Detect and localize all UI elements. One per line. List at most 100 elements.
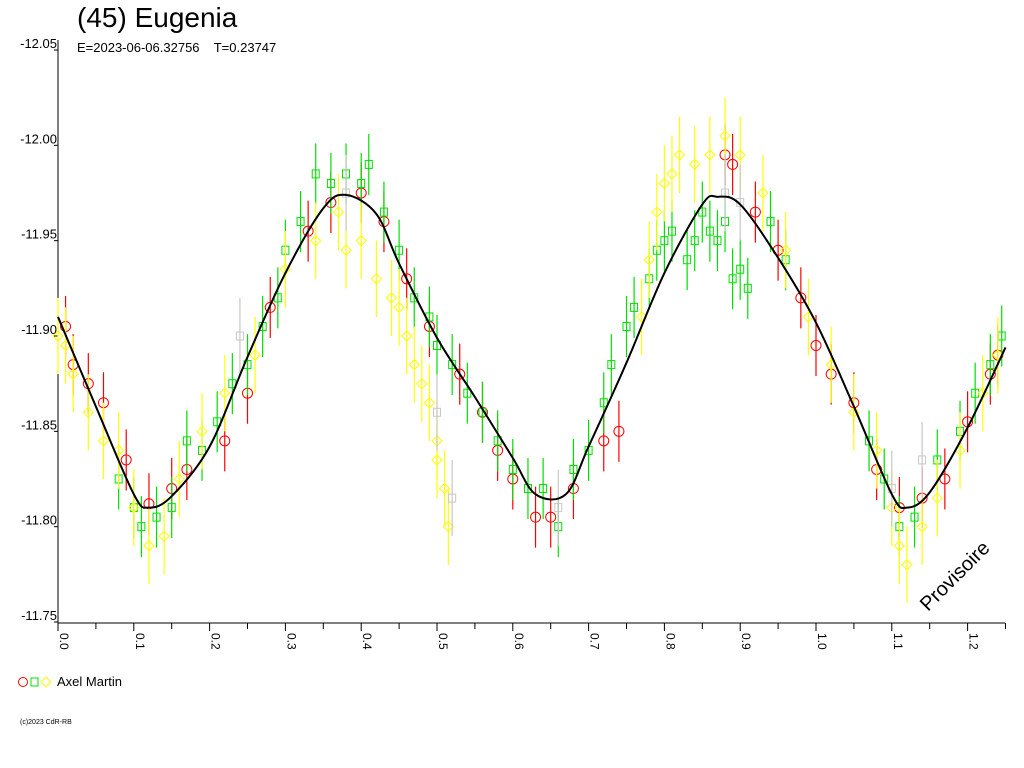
data-point-diamond bbox=[173, 473, 185, 485]
data-point-circle bbox=[454, 368, 466, 380]
x-tick-label: 0.4 bbox=[360, 633, 374, 650]
data-point-diamond bbox=[393, 301, 405, 314]
data-point-diamond bbox=[893, 540, 906, 552]
data-point-circle bbox=[795, 292, 807, 304]
y-tick-label: -11.85 bbox=[21, 417, 57, 432]
data-point-square bbox=[508, 464, 517, 474]
data-point-diamond bbox=[658, 177, 671, 190]
data-point-square bbox=[683, 255, 692, 265]
data-point-square bbox=[182, 436, 191, 446]
series-4 bbox=[235, 154, 927, 546]
data-point-circle bbox=[401, 273, 413, 285]
y-tick-label: -11.75 bbox=[21, 608, 57, 623]
data-point-square bbox=[539, 484, 548, 494]
x-tick-label: 0.0 bbox=[57, 633, 71, 650]
data-point-diamond bbox=[870, 444, 883, 457]
data-point-diamond bbox=[400, 330, 413, 342]
data-point-square bbox=[167, 503, 176, 513]
data-point-square bbox=[728, 274, 737, 284]
data-point-circle bbox=[302, 225, 314, 237]
x-tick-label: 1.0 bbox=[815, 633, 829, 650]
data-point-diamond bbox=[370, 273, 383, 285]
data-point-square bbox=[705, 226, 714, 236]
data-point-circle bbox=[810, 340, 822, 352]
data-point-diamond bbox=[643, 254, 655, 266]
x-tick-label: 0.1 bbox=[133, 633, 147, 650]
data-point-diamond bbox=[408, 358, 420, 371]
y-tick-label: -11.90 bbox=[21, 322, 57, 337]
legend: Axel Martin bbox=[18, 674, 122, 689]
data-point-square bbox=[910, 512, 919, 522]
data-point-square bbox=[448, 493, 457, 503]
y-tick-label: -11.95 bbox=[21, 227, 57, 242]
x-tick-label: 0.3 bbox=[284, 633, 298, 650]
data-point-diamond bbox=[196, 425, 208, 438]
data-point-diamond bbox=[651, 206, 663, 218]
data-point-square bbox=[311, 169, 320, 179]
y-tick-label: -12.00 bbox=[20, 131, 57, 146]
data-point-diamond bbox=[438, 482, 451, 495]
data-point-square bbox=[235, 331, 244, 341]
data-point-diamond bbox=[97, 435, 110, 447]
data-point-square bbox=[766, 217, 775, 227]
data-point-square bbox=[622, 321, 631, 331]
axes: -12.05 -12.00 -11.95 -11.90 -11.85 -11.80 -11.… bbox=[20, 36, 1006, 650]
data-point-diamond bbox=[931, 492, 943, 504]
data-point-circle bbox=[120, 454, 132, 466]
data-point-square bbox=[364, 159, 373, 169]
data-point-square bbox=[342, 188, 351, 198]
x-tick-label: 0.7 bbox=[588, 633, 602, 650]
data-point-square bbox=[137, 522, 146, 532]
data-point-square bbox=[296, 217, 305, 227]
fit-curve bbox=[57, 193, 1007, 510]
x-tick-label: 1.1 bbox=[891, 633, 905, 650]
data-point-diamond bbox=[310, 234, 322, 247]
data-point-diamond bbox=[719, 130, 731, 142]
legend-label: Axel Martin bbox=[57, 674, 123, 689]
data-point-diamond bbox=[779, 244, 792, 256]
data-point-square bbox=[448, 360, 457, 370]
data-point-circle bbox=[727, 158, 739, 170]
data-point-diamond bbox=[689, 158, 701, 171]
data-point-diamond bbox=[82, 406, 95, 418]
data-point-diamond bbox=[431, 454, 443, 466]
data-point-diamond bbox=[67, 368, 79, 380]
watermark-provisoire: Provisoire bbox=[916, 537, 994, 615]
data-point-square bbox=[880, 474, 889, 484]
data-point-square bbox=[463, 388, 472, 398]
data-point-diamond bbox=[332, 206, 345, 218]
data-point-square bbox=[918, 455, 927, 465]
x-tick-label: 1.2 bbox=[967, 633, 981, 650]
data-point-diamond bbox=[635, 311, 648, 323]
data-point-square bbox=[554, 503, 563, 513]
data-point-square bbox=[630, 302, 639, 312]
data-point-diamond bbox=[128, 501, 140, 514]
data-point-diamond bbox=[734, 149, 746, 161]
legend-markers-icon bbox=[18, 675, 52, 688]
chart-title: (45) Eugenia bbox=[77, 2, 238, 33]
data-point-square bbox=[660, 236, 669, 246]
data-point-square bbox=[713, 236, 722, 246]
data-point-square bbox=[736, 264, 745, 274]
data-point-square bbox=[607, 360, 616, 370]
data-point-diamond bbox=[158, 530, 170, 542]
data-point-diamond bbox=[249, 349, 261, 361]
x-tick-label: 0.5 bbox=[436, 633, 450, 650]
data-point-circle bbox=[613, 425, 625, 437]
data-point-diamond bbox=[423, 397, 436, 409]
data-point-square bbox=[395, 245, 404, 255]
data-point-diamond bbox=[992, 349, 1004, 361]
data-point-diamond bbox=[143, 540, 155, 552]
data-point-square bbox=[379, 207, 388, 217]
data-points bbox=[52, 97, 1006, 603]
data-point-circle bbox=[264, 301, 276, 313]
data-point-circle bbox=[749, 206, 761, 218]
y-tick-label: -11.80 bbox=[21, 513, 57, 528]
data-point-circle bbox=[545, 511, 557, 523]
data-point-diamond bbox=[666, 168, 678, 180]
data-point-square bbox=[326, 178, 335, 188]
data-point-square bbox=[690, 236, 699, 246]
series-3 bbox=[52, 97, 1004, 603]
x-tick-label: 0.8 bbox=[663, 633, 677, 650]
y-tick-label: -12.05 bbox=[20, 36, 57, 51]
